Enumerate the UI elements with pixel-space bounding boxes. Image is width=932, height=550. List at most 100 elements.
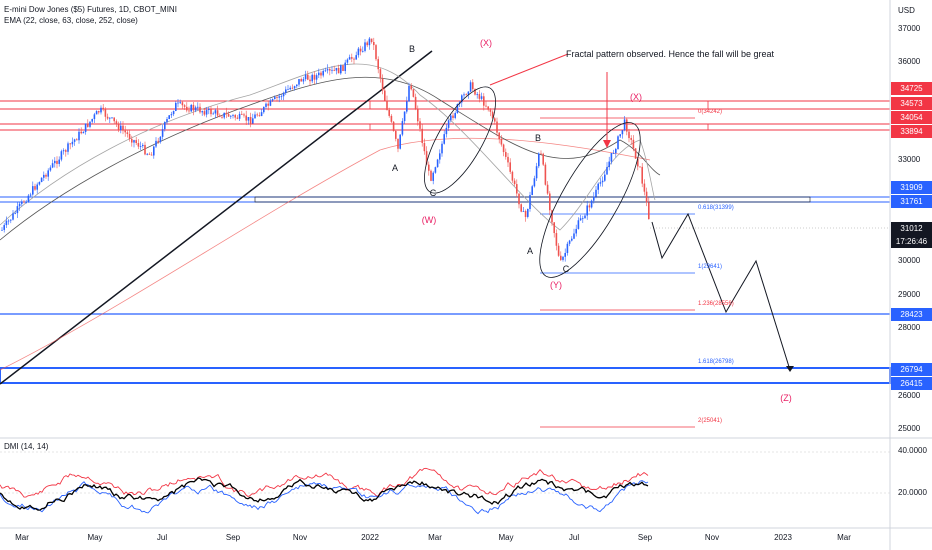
trendline[interactable] — [0, 50, 433, 385]
wave-label-w[interactable]: (W) — [421, 215, 437, 225]
candle-body — [522, 211, 525, 212]
candle-body — [38, 182, 41, 185]
candle-body — [216, 110, 219, 116]
candle-body — [58, 159, 60, 164]
fractal-note[interactable]: Fractal pattern observed. Hence the fall… — [565, 49, 775, 59]
candle-body — [610, 153, 613, 162]
candle-body — [225, 112, 228, 115]
candle-body — [249, 117, 252, 124]
candle-body — [43, 174, 45, 178]
candle-body — [148, 153, 151, 155]
candle-body — [313, 74, 316, 80]
note-arrow-line — [489, 53, 569, 86]
candle-body — [575, 228, 577, 234]
candle-body — [49, 167, 52, 171]
candle-body — [390, 115, 393, 122]
candle-body — [571, 238, 573, 241]
currency-label: USD — [898, 6, 915, 15]
candle-body — [489, 109, 492, 112]
support-zone-mid — [0, 196, 890, 203]
time-tick: 2023 — [774, 533, 792, 542]
candle-body — [166, 119, 168, 123]
candle-body — [287, 89, 289, 91]
candle-body — [18, 203, 21, 207]
candle-body — [256, 114, 258, 116]
price-candles[interactable] — [1, 37, 650, 262]
candle-body — [544, 164, 547, 185]
time-tick: Mar — [428, 533, 442, 542]
wave-label-b1[interactable]: B — [408, 44, 416, 54]
candle-body — [16, 206, 19, 214]
wave-label-z[interactable]: (Z) — [780, 393, 792, 403]
time-tick: Mar — [15, 533, 29, 542]
dmi-tick: 40.0000 — [898, 446, 927, 455]
candle-body — [159, 136, 162, 142]
wave-label-c2[interactable]: C — [562, 264, 570, 274]
candle-body — [562, 256, 564, 260]
projection-path[interactable] — [651, 212, 791, 371]
price-tag-34573: 34573 — [891, 97, 932, 110]
candle-body — [177, 102, 179, 104]
candle-body — [648, 202, 650, 220]
candle-body — [335, 67, 338, 71]
candle-body — [302, 79, 305, 82]
candle-body — [29, 194, 32, 196]
wave-label-a2[interactable]: A — [526, 246, 534, 256]
candle-body — [67, 143, 69, 152]
candle-body — [494, 118, 496, 122]
time-tick: Sep — [637, 533, 653, 542]
candle-body — [232, 115, 234, 116]
candle-body — [307, 74, 309, 80]
dmi-legend[interactable]: DMI (14, 14) — [4, 442, 49, 451]
candle-body — [362, 50, 364, 52]
candle-body — [487, 106, 489, 110]
candle-body — [291, 87, 294, 89]
wave-label-b2[interactable]: B — [534, 133, 542, 143]
candle-body — [276, 97, 278, 98]
wave-label-a1[interactable]: A — [391, 163, 399, 173]
candle-body — [476, 94, 478, 95]
candle-body — [271, 99, 274, 101]
down-arrow-head — [603, 140, 611, 148]
candle-body — [342, 65, 344, 71]
fractal-ellipse-2[interactable] — [522, 110, 658, 290]
wave-label-y[interactable]: (Y) — [550, 280, 562, 290]
candle-body — [397, 138, 399, 149]
candle-body — [230, 115, 232, 117]
candle-body — [386, 100, 388, 110]
candle-body — [507, 156, 509, 163]
candle-body — [637, 158, 639, 167]
candle-body — [381, 78, 384, 91]
candle-body — [98, 111, 100, 113]
candle-body — [447, 120, 450, 128]
wave-label-x2[interactable]: (X) — [630, 92, 642, 102]
symbol-legend[interactable]: E-mini Dow Jones ($5) Futures, 1D, CBOT_… — [4, 5, 177, 14]
price-tag-33894: 33894 — [891, 125, 932, 138]
candle-body — [133, 140, 135, 143]
candle-body — [419, 121, 421, 129]
candle-body — [120, 125, 122, 130]
candle-body — [368, 38, 371, 46]
candle-body — [146, 153, 148, 155]
price-tag-28423: 28423 — [891, 308, 932, 321]
wave-label-c1[interactable]: C — [429, 188, 437, 198]
last-price-tag: 31012 — [891, 222, 932, 235]
candle-body — [62, 150, 65, 152]
candle-body — [366, 42, 368, 46]
candle-body — [568, 240, 571, 244]
candle-body — [604, 174, 606, 181]
candle-body — [153, 146, 155, 156]
candle-body — [593, 196, 595, 201]
wave-label-x1[interactable]: (X) — [480, 38, 492, 48]
candle-body — [89, 121, 91, 127]
candle-body — [529, 194, 531, 209]
ema-legend[interactable]: EMA (22, close, 63, close, 252, close) — [4, 16, 138, 25]
candle-body — [645, 191, 648, 203]
fractal-ellipse-1[interactable] — [411, 77, 509, 203]
candle-body — [102, 107, 104, 109]
candle-body — [617, 136, 619, 150]
candle-body — [395, 131, 397, 139]
candle-body — [100, 107, 102, 113]
candle-body — [5, 220, 8, 226]
